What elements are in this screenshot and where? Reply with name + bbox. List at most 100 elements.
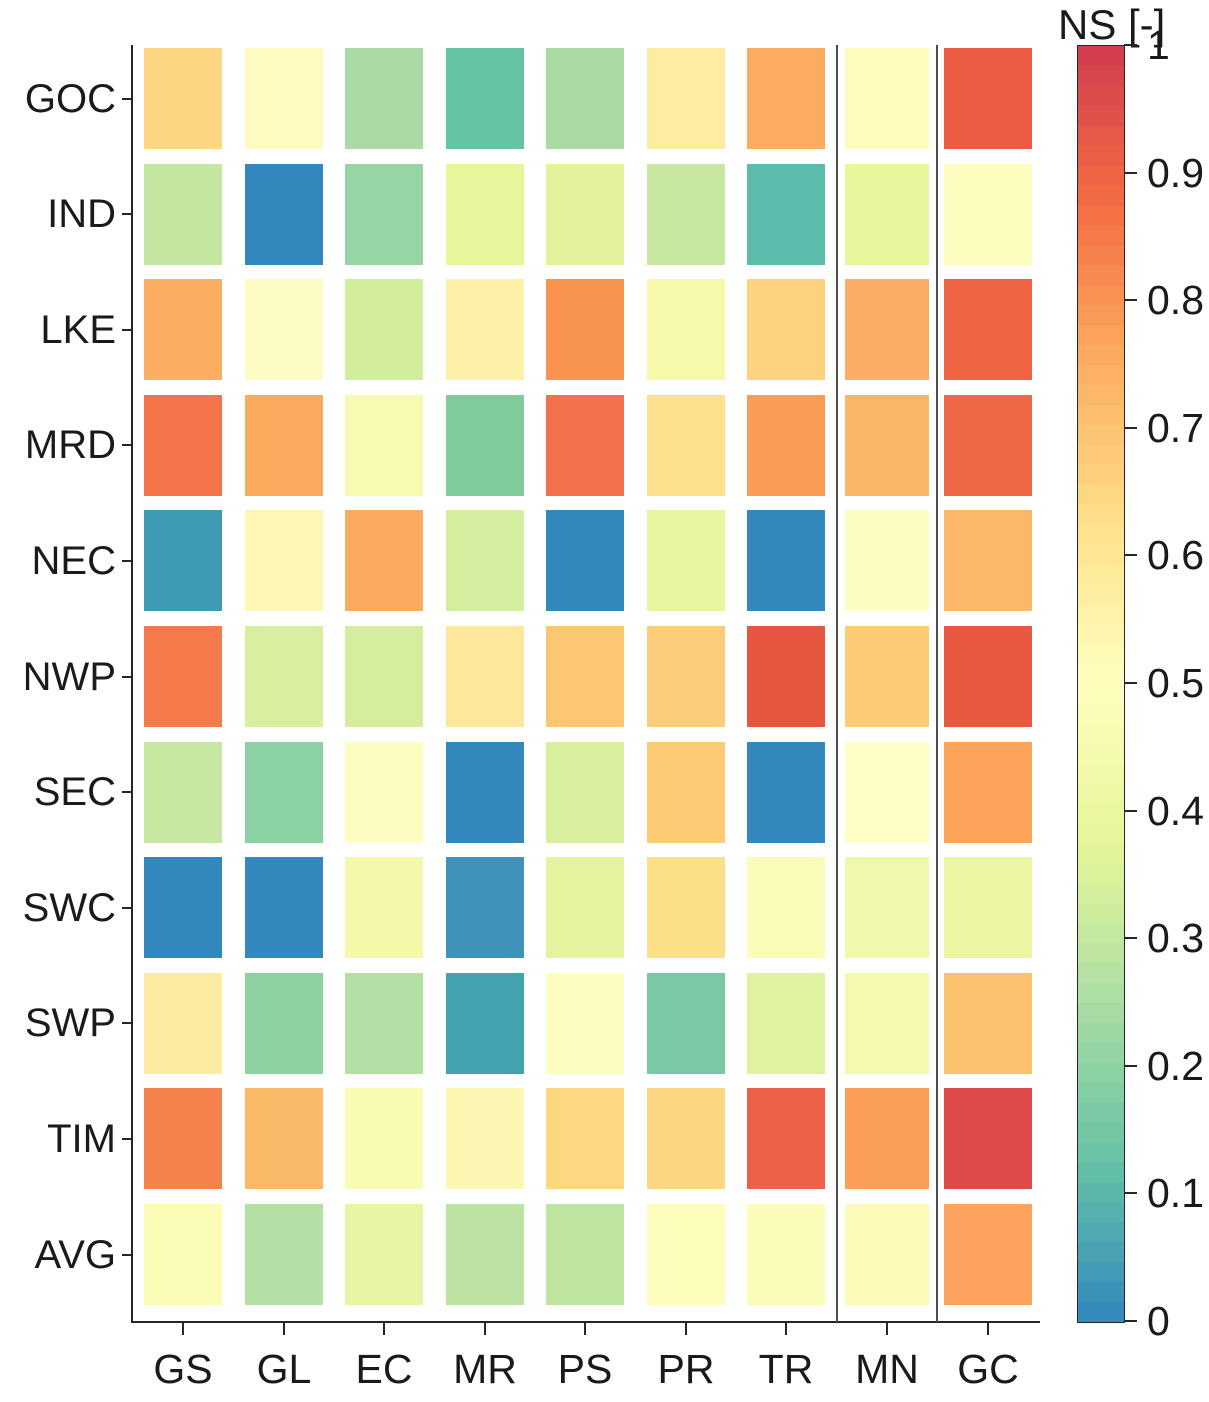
heatmap-cell-SWP-PR <box>647 972 725 1074</box>
col-label-MN: MN <box>855 1346 919 1392</box>
heatmap-cell-SWC-PR <box>647 857 725 959</box>
colorbar-tick-0.9 <box>1124 171 1137 174</box>
heatmap-cell-SWP-MN <box>845 972 929 1074</box>
heatmap-cell-NWP-GS <box>144 626 222 727</box>
heatmap-cell-GOC-EC <box>345 48 423 149</box>
heatmap-cell-SWC-GC <box>944 857 1032 959</box>
x-tick-EC <box>383 1322 385 1335</box>
row-label-GOC: GOC <box>24 76 116 121</box>
heatmap-cell-NWP-TR <box>747 626 825 727</box>
heatmap-cell-MRD-PR <box>647 394 725 496</box>
heatmap-cell-LKE-EC <box>345 279 423 381</box>
y-tick-LKE <box>122 328 132 331</box>
heatmap-cell-SEC-GC <box>944 741 1032 843</box>
heatmap-cell-SEC-PR <box>647 741 725 843</box>
heatmap-cell-LKE-MR <box>446 279 524 381</box>
heatmap-cell-NEC-GS <box>144 510 222 612</box>
heatmap-cell-LKE-PS <box>546 279 624 381</box>
heatmap-cell-NEC-MR <box>446 510 524 612</box>
heatmap-cell-AVG-TR <box>747 1204 825 1305</box>
heatmap-cell-IND-GL <box>245 163 323 265</box>
row-label-IND: IND <box>47 192 116 237</box>
x-tick-MR <box>484 1322 486 1335</box>
col-label-PR: PR <box>657 1346 715 1392</box>
heatmap-cell-AVG-GL <box>245 1204 323 1305</box>
colorbar-tick-0.6 <box>1124 554 1137 557</box>
colorbar-tick-label-0.2: 0.2 <box>1147 1042 1204 1089</box>
colorbar-tick-label-0.3: 0.3 <box>1147 915 1204 962</box>
colorbar-tick-label-1: 1 <box>1147 22 1170 68</box>
col-label-EC: EC <box>355 1346 413 1392</box>
x-tick-PR <box>685 1322 687 1335</box>
heatmap-cell-AVG-EC <box>345 1204 423 1305</box>
heatmap-cell-TIM-TR <box>747 1088 825 1190</box>
heatmap-cell-GOC-PR <box>647 48 725 149</box>
y-tick-IND <box>122 213 132 216</box>
col-label-GL: GL <box>256 1346 312 1392</box>
heatmap-cell-NWP-GL <box>245 626 323 727</box>
heatmap-cell-AVG-GS <box>144 1204 222 1305</box>
y-tick-SWC <box>122 906 132 909</box>
heatmap-cell-GOC-PS <box>546 48 624 149</box>
heatmap-cell-MRD-GL <box>245 394 323 496</box>
x-tick-GC <box>987 1322 989 1335</box>
colorbar-tick-label-0.5: 0.5 <box>1147 660 1204 706</box>
heatmap-cell-LKE-TR <box>747 279 825 381</box>
y-tick-MRD <box>122 444 132 447</box>
y-tick-GOC <box>122 97 132 100</box>
heatmap-cell-SWP-PS <box>546 972 624 1074</box>
group-separator-after-TR <box>836 45 838 1322</box>
heatmap-cell-LKE-GL <box>245 279 323 381</box>
heatmap-cell-SWP-GS <box>144 972 222 1074</box>
heatmap-cell-TIM-GC <box>944 1088 1032 1190</box>
x-tick-GL <box>283 1322 285 1335</box>
heatmap-cell-SWP-TR <box>747 972 825 1074</box>
row-label-MRD: MRD <box>24 423 116 468</box>
heatmap-cell-TIM-PR <box>647 1088 725 1190</box>
heatmap-cell-TIM-MN <box>845 1088 929 1190</box>
col-label-TR: TR <box>758 1346 814 1392</box>
heatmap-cell-NEC-TR <box>747 510 825 612</box>
colorbar-tick-label-0: 0 <box>1147 1298 1170 1344</box>
row-label-NWP: NWP <box>22 654 116 699</box>
heatmap-cell-SWC-MN <box>845 857 929 959</box>
colorbar-tick-label-0.1: 0.1 <box>1147 1170 1204 1217</box>
heatmap-cell-NWP-EC <box>345 626 423 727</box>
y-tick-SWP <box>122 1022 132 1025</box>
heatmap-cell-SEC-GL <box>245 741 323 843</box>
colorbar-tick-label-0.4: 0.4 <box>1147 787 1204 834</box>
heatmap-cell-IND-GC <box>944 163 1032 265</box>
colorbar-tick-0.1 <box>1124 1192 1137 1195</box>
row-label-AVG: AVG <box>34 1232 116 1277</box>
colorbar-tick-0.2 <box>1124 1064 1137 1067</box>
heatmap-cell-MRD-MR <box>446 394 524 496</box>
heatmap-cell-IND-GS <box>144 163 222 265</box>
heatmap-cell-SEC-TR <box>747 741 825 843</box>
y-tick-AVG <box>122 1253 132 1256</box>
heatmap-cell-SWC-GS <box>144 857 222 959</box>
heatmap-cell-NEC-GC <box>944 510 1032 612</box>
heatmap-cell-MRD-TR <box>747 394 825 496</box>
heatmap-cell-TIM-PS <box>546 1088 624 1190</box>
heatmap-cell-NWP-PR <box>647 626 725 727</box>
heatmap-cell-SWP-GC <box>944 972 1032 1074</box>
heatmap-cell-MRD-GS <box>144 394 222 496</box>
heatmap-cell-NEC-PS <box>546 510 624 612</box>
colorbar <box>1077 45 1125 1323</box>
heatmap-cell-LKE-GC <box>944 279 1032 381</box>
heatmap-cell-SEC-PS <box>546 741 624 843</box>
col-label-GC: GC <box>957 1346 1019 1392</box>
x-tick-GS <box>182 1322 184 1335</box>
heatmap-cell-SWP-MR <box>446 972 524 1074</box>
heatmap-cell-NWP-MN <box>845 626 929 727</box>
heatmap-cell-TIM-EC <box>345 1088 423 1190</box>
heatmap-cell-AVG-MR <box>446 1204 524 1305</box>
heatmap-cell-MRD-PS <box>546 394 624 496</box>
y-tick-TIM <box>122 1137 132 1140</box>
col-label-PS: PS <box>557 1346 613 1392</box>
heatmap-cell-GOC-GL <box>245 48 323 149</box>
colorbar-tick-label-0.6: 0.6 <box>1147 532 1204 579</box>
